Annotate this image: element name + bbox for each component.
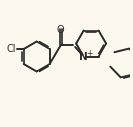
Text: Cl: Cl bbox=[7, 44, 16, 54]
Text: O: O bbox=[57, 25, 65, 35]
Text: N: N bbox=[79, 52, 88, 61]
Text: +: + bbox=[86, 50, 93, 58]
